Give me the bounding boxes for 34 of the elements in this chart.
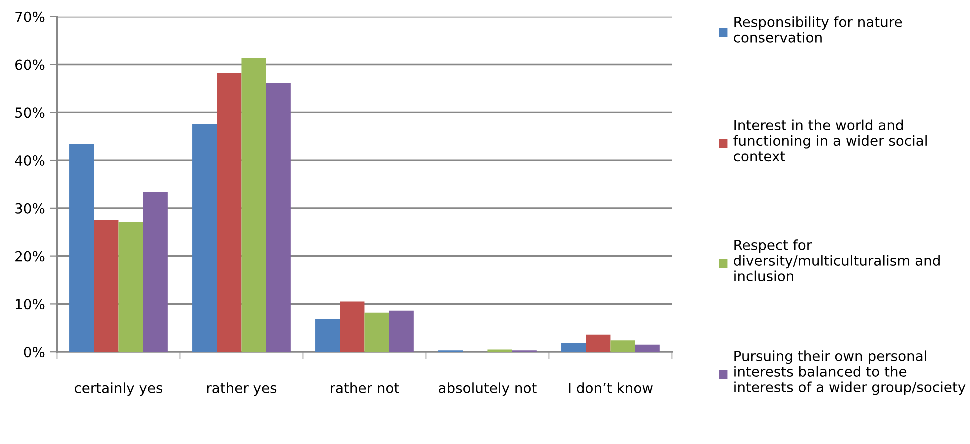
bar	[562, 343, 586, 352]
bar	[94, 220, 119, 352]
bar	[143, 192, 168, 352]
bar	[389, 310, 414, 352]
bar	[586, 334, 611, 352]
y-tick-label: 70%	[16, 12, 45, 22]
bar	[340, 302, 365, 352]
y-tick-label: 50%	[16, 108, 45, 118]
bar	[266, 83, 291, 352]
legend-label: Respect for diversity/multiculturalism and inclusion	[734, 240, 940, 282]
bar	[316, 320, 340, 352]
bar	[242, 58, 266, 352]
bar	[635, 344, 660, 352]
y-tick-label: 60%	[16, 60, 45, 70]
bar	[364, 312, 390, 352]
legend-label: Interest in the world and functioning in a wider social context	[734, 120, 927, 162]
y-tick-label: 40%	[15, 156, 45, 166]
bar	[610, 340, 636, 352]
x-tick-label: rather not	[331, 382, 400, 394]
x-tick-label: certainly yes	[74, 382, 163, 396]
x-tick-label: rather yes	[207, 382, 277, 396]
bar	[217, 73, 242, 352]
x-tick-label: I don’t know	[569, 382, 653, 394]
legend-label: Responsibility for nature conservation	[734, 16, 902, 43]
bar	[488, 350, 512, 352]
bar	[118, 222, 144, 352]
bar	[70, 144, 94, 352]
y-tick-label: 0%	[24, 347, 45, 358]
x-tick-label: absolutely not	[439, 382, 537, 396]
legend-label: Pursuing their own personal interests balanced to the interests of a wider group/society	[734, 350, 966, 396]
y-tick-label: 10%	[16, 299, 45, 310]
y-tick-label: 30%	[16, 203, 45, 214]
y-tick-label: 20%	[16, 251, 45, 262]
bar	[192, 124, 218, 352]
